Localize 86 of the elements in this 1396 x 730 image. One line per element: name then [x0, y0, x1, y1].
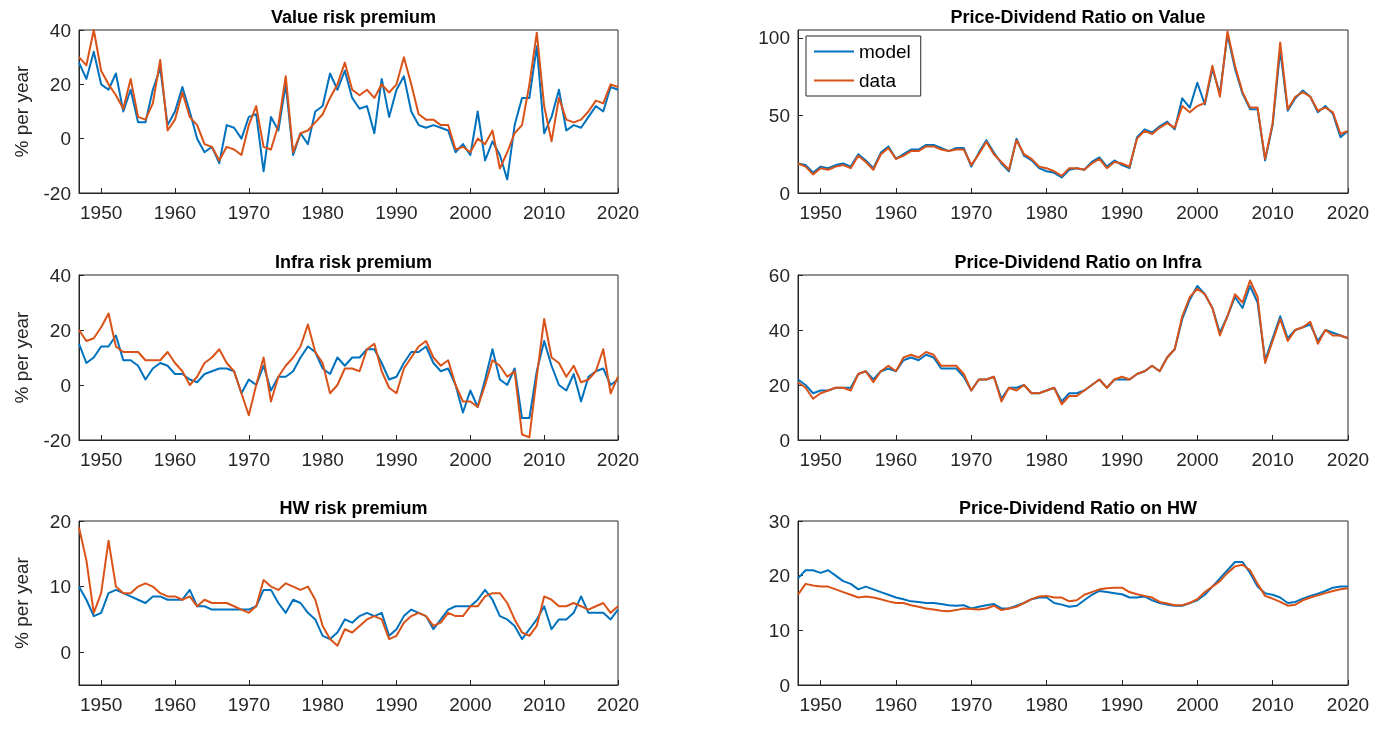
- x-tick-label: 1960: [874, 202, 918, 223]
- y-axis-title: % per year: [11, 310, 32, 404]
- x-tick-label: 1950: [799, 449, 842, 470]
- x-tick-label: 1990: [1100, 202, 1144, 223]
- x-tick-label: 2020: [596, 449, 640, 470]
- x-tick-label: 1950: [799, 202, 842, 223]
- x-tick-label: 1960: [153, 694, 197, 715]
- chart-title: Price-Dividend Ratio on HW: [958, 498, 1198, 518]
- x-tick-label: 2010: [523, 202, 566, 223]
- y-tick-label: 30: [768, 510, 790, 532]
- y-tick-label: 10: [768, 619, 790, 641]
- x-tick-label: 2000: [449, 449, 492, 470]
- x-tick-label: 2000: [1176, 694, 1219, 715]
- x-tick-label: 2000: [449, 202, 492, 223]
- x-tick-label: 2010: [523, 694, 566, 715]
- legend-label: data: [859, 70, 897, 91]
- x-tick-label: 1950: [80, 202, 123, 223]
- y-tick-label: -20: [43, 429, 71, 451]
- chart-title: Price-Dividend Ratio on Infra: [954, 252, 1203, 272]
- x-tick-label: 1990: [375, 449, 418, 470]
- line-series: [78, 526, 619, 647]
- y-tick-label: 60: [768, 264, 790, 286]
- y-tick-label: 0: [60, 374, 71, 396]
- y-tick-label: -20: [43, 182, 71, 204]
- chart-title: HW risk premium: [279, 498, 428, 518]
- chart-title: Infra risk premium: [274, 252, 433, 272]
- y-tick-label: 0: [779, 674, 790, 696]
- x-tick-label: 1990: [375, 202, 418, 223]
- x-tick-label: 1980: [301, 694, 344, 715]
- x-tick-label: 2000: [1176, 202, 1219, 223]
- x-tick-label: 1970: [950, 694, 993, 715]
- x-tick-label: 1990: [375, 694, 418, 715]
- y-tick-label: 50: [768, 104, 790, 126]
- legend-label: model: [859, 41, 911, 62]
- x-tick-label: 1950: [799, 694, 842, 715]
- x-tick-label: 2020: [596, 202, 640, 223]
- x-tick-label: 2020: [596, 694, 640, 715]
- y-tick-label: 10: [49, 576, 71, 598]
- x-tick-label: 1960: [153, 449, 197, 470]
- y-tick-label: 20: [49, 510, 71, 532]
- x-tick-label: 1970: [227, 449, 270, 470]
- x-tick-label: 1960: [874, 694, 918, 715]
- y-tick-label: 0: [779, 182, 790, 204]
- x-tick-label: 2010: [1251, 202, 1294, 223]
- chart-title: Price-Dividend Ratio on Value: [950, 7, 1206, 27]
- line-series: [78, 45, 619, 181]
- x-tick-label: 1990: [1100, 449, 1144, 470]
- line-series: [78, 334, 619, 419]
- x-tick-label: 2010: [1251, 449, 1294, 470]
- line-series: [78, 29, 619, 170]
- x-tick-label: 2020: [1326, 449, 1370, 470]
- x-tick-label: 1980: [1025, 449, 1068, 470]
- y-axis-title: % per year: [11, 556, 32, 649]
- x-tick-label: 2020: [1326, 202, 1370, 223]
- line-series: [78, 585, 619, 641]
- y-tick-label: 100: [758, 27, 790, 49]
- y-tick-label: 40: [768, 319, 790, 341]
- x-tick-label: 1980: [301, 202, 344, 223]
- y-tick-label: 20: [49, 73, 71, 95]
- y-tick-label: 40: [49, 264, 71, 286]
- y-tick-label: 0: [60, 128, 71, 150]
- x-tick-label: 2010: [523, 449, 566, 470]
- y-tick-label: 20: [768, 374, 790, 396]
- x-tick-label: 1950: [80, 449, 123, 470]
- y-axis-title: % per year: [11, 64, 32, 158]
- x-tick-label: 2000: [1176, 449, 1219, 470]
- x-tick-label: 2000: [449, 694, 492, 715]
- x-tick-label: 1970: [227, 694, 270, 715]
- y-tick-label: 40: [49, 19, 71, 41]
- y-tick-label: 0: [60, 641, 71, 663]
- x-tick-label: 1980: [1025, 694, 1068, 715]
- x-tick-label: 2010: [1251, 694, 1294, 715]
- x-tick-label: 1990: [1100, 694, 1144, 715]
- x-tick-label: 1960: [874, 449, 918, 470]
- x-tick-label: 1950: [80, 694, 123, 715]
- x-tick-label: 1980: [1025, 202, 1068, 223]
- x-tick-label: 2020: [1326, 694, 1370, 715]
- x-tick-label: 1970: [227, 202, 270, 223]
- y-tick-label: 20: [49, 319, 71, 341]
- x-tick-label: 1980: [301, 449, 344, 470]
- x-tick-label: 1960: [153, 202, 197, 223]
- chart-title: Value risk premium: [270, 7, 437, 27]
- x-tick-label: 1970: [950, 202, 993, 223]
- y-tick-label: 0: [779, 429, 790, 451]
- x-tick-label: 1970: [950, 449, 993, 470]
- y-tick-label: 20: [768, 565, 790, 587]
